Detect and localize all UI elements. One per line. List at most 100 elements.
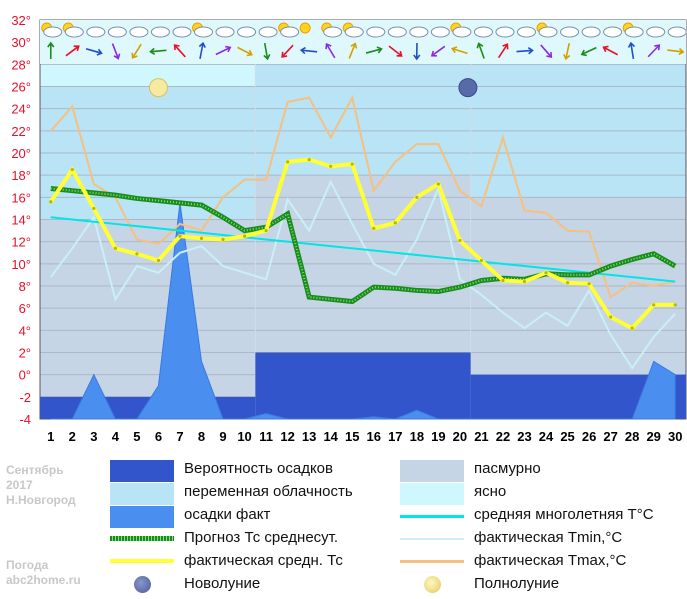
legend-label-actual-avg: фактическая средн. Тс [184, 552, 343, 569]
cloud-icon [107, 26, 127, 38]
legend-label-clear: ясно [474, 483, 507, 500]
wind-arrow-icon [497, 43, 509, 59]
wind-arrow-icon [198, 41, 206, 60]
actual-avg-point [135, 252, 139, 256]
wind-arrow-icon [450, 46, 468, 55]
wind-arrow-icon [131, 43, 142, 59]
y-tick-label: 12° [11, 235, 31, 250]
wind-arrow-shaft [452, 47, 468, 55]
legend-swatch-partly-cloudy [110, 483, 174, 505]
cloud-icon [258, 26, 278, 38]
site-url: abc2home.ru [6, 573, 81, 587]
wind-arrow-shaft [630, 42, 635, 60]
wind-arrow-icon [647, 44, 661, 58]
wind-arrow-icon [325, 42, 336, 59]
precip-actual-area [50, 202, 676, 420]
wind-arrow-shaft [325, 43, 336, 59]
full-moon-icon [148, 78, 168, 98]
wind-arrow-head [350, 42, 358, 49]
sun-icon [299, 22, 311, 34]
x-tick-label: 15 [345, 429, 359, 444]
y-tick-label: 10° [11, 257, 31, 272]
x-tick-label: 30 [668, 429, 682, 444]
wind-arrow-shaft [237, 46, 253, 56]
cloud-icon [538, 26, 558, 38]
wind-arrow-icon [65, 45, 80, 57]
actual-avg-line [49, 157, 676, 331]
y-tick-label: 18° [11, 168, 31, 183]
legend-label-forecast-avg: Прогноз Тс среднесут. [184, 529, 339, 546]
x-tick-label: 6 [155, 429, 162, 444]
y-tick-label: 0° [19, 368, 31, 383]
y-tick-label: 16° [11, 190, 31, 205]
actual-avg-point [221, 237, 225, 242]
x-tick-label: 16 [367, 429, 381, 444]
wind-arrow-icon [602, 45, 619, 56]
wind-arrow-head [396, 50, 403, 57]
wind-arrow-shaft [365, 48, 382, 54]
wind-arrow-head [299, 46, 306, 55]
site-label: Погода [6, 558, 49, 572]
legend-label-full-moon: Полнолуние [474, 575, 560, 592]
legend-swatch-long-term-avg [400, 515, 464, 518]
wind-arrow-head [325, 42, 332, 50]
y-tick-label: 26° [11, 80, 31, 95]
legend-label-actual-tmin: фактическая Tmin,°C [474, 529, 623, 546]
y-tick-label: -2 [19, 390, 31, 405]
y-tick-label: 4° [19, 323, 31, 338]
legend-label-precip-actual: осадки факт [184, 506, 271, 523]
wind-arrow-icon [263, 42, 271, 61]
legend-label-precip-probability: Вероятность осадков [184, 460, 333, 477]
wind-arrow-icon [388, 45, 403, 57]
wind-arrow-icon [413, 42, 421, 61]
wind-arrow-icon [281, 44, 294, 58]
legend-swatch-clear [400, 483, 464, 505]
wind-arrow-icon [348, 42, 358, 59]
x-tick-label: 21 [474, 429, 488, 444]
temperature-lines [49, 94, 677, 370]
actual-avg-point [544, 271, 548, 275]
wind-arrow-head [96, 48, 103, 56]
cloud-icon [64, 26, 84, 38]
tmax-line [50, 94, 676, 299]
legend-label-overcast: пасмурно [474, 460, 541, 477]
legend-swatch-actual-tmax [400, 560, 464, 563]
wind-arrow-shaft [647, 44, 660, 58]
wind-arrow-shaft [301, 49, 318, 53]
actual-avg-point [264, 228, 268, 233]
x-tick-label: 28 [625, 429, 639, 444]
x-tick-label: 13 [302, 429, 316, 444]
wind-arrow-icon [476, 42, 485, 59]
legend-swatch-forecast-avg [110, 536, 174, 541]
wind-arrow-head [246, 49, 253, 57]
cloud-icon [150, 26, 170, 38]
cloud-icon [452, 26, 472, 38]
year-label: 2017 [6, 478, 33, 492]
wind-arrow-shaft [348, 43, 356, 59]
actual-avg-point [673, 303, 677, 307]
y-tick-label: -4 [19, 412, 31, 427]
wind-arrow-head [430, 50, 437, 57]
wind-arrow-head [654, 44, 661, 51]
wind-arrow-head [198, 41, 206, 48]
wind-arrow-icon [111, 43, 121, 60]
cloud-icon [280, 26, 300, 38]
wind-arrow-head [450, 46, 458, 54]
wind-arrow-head [263, 54, 271, 61]
cloud-icon [215, 26, 235, 38]
y-tick-label: 6° [19, 301, 31, 316]
cloud-icon [43, 26, 63, 38]
y-tick-label: 24° [11, 102, 31, 117]
cloud-icon [473, 26, 493, 38]
actual-avg-point [393, 221, 397, 225]
legend-label-long-term-avg: средняя многолетняя T°C [474, 506, 654, 523]
weather-icons-row [40, 20, 687, 64]
actual-avg-point [350, 162, 354, 166]
wind-arrow-icon [85, 48, 103, 56]
wind-arrow-head [225, 45, 232, 53]
wind-arrow-icon [667, 47, 685, 56]
new-moon-icon [458, 78, 478, 98]
wind-arrow-head [149, 47, 156, 56]
y-tick-label: 30° [11, 35, 31, 50]
wind-arrow-head [580, 49, 587, 57]
